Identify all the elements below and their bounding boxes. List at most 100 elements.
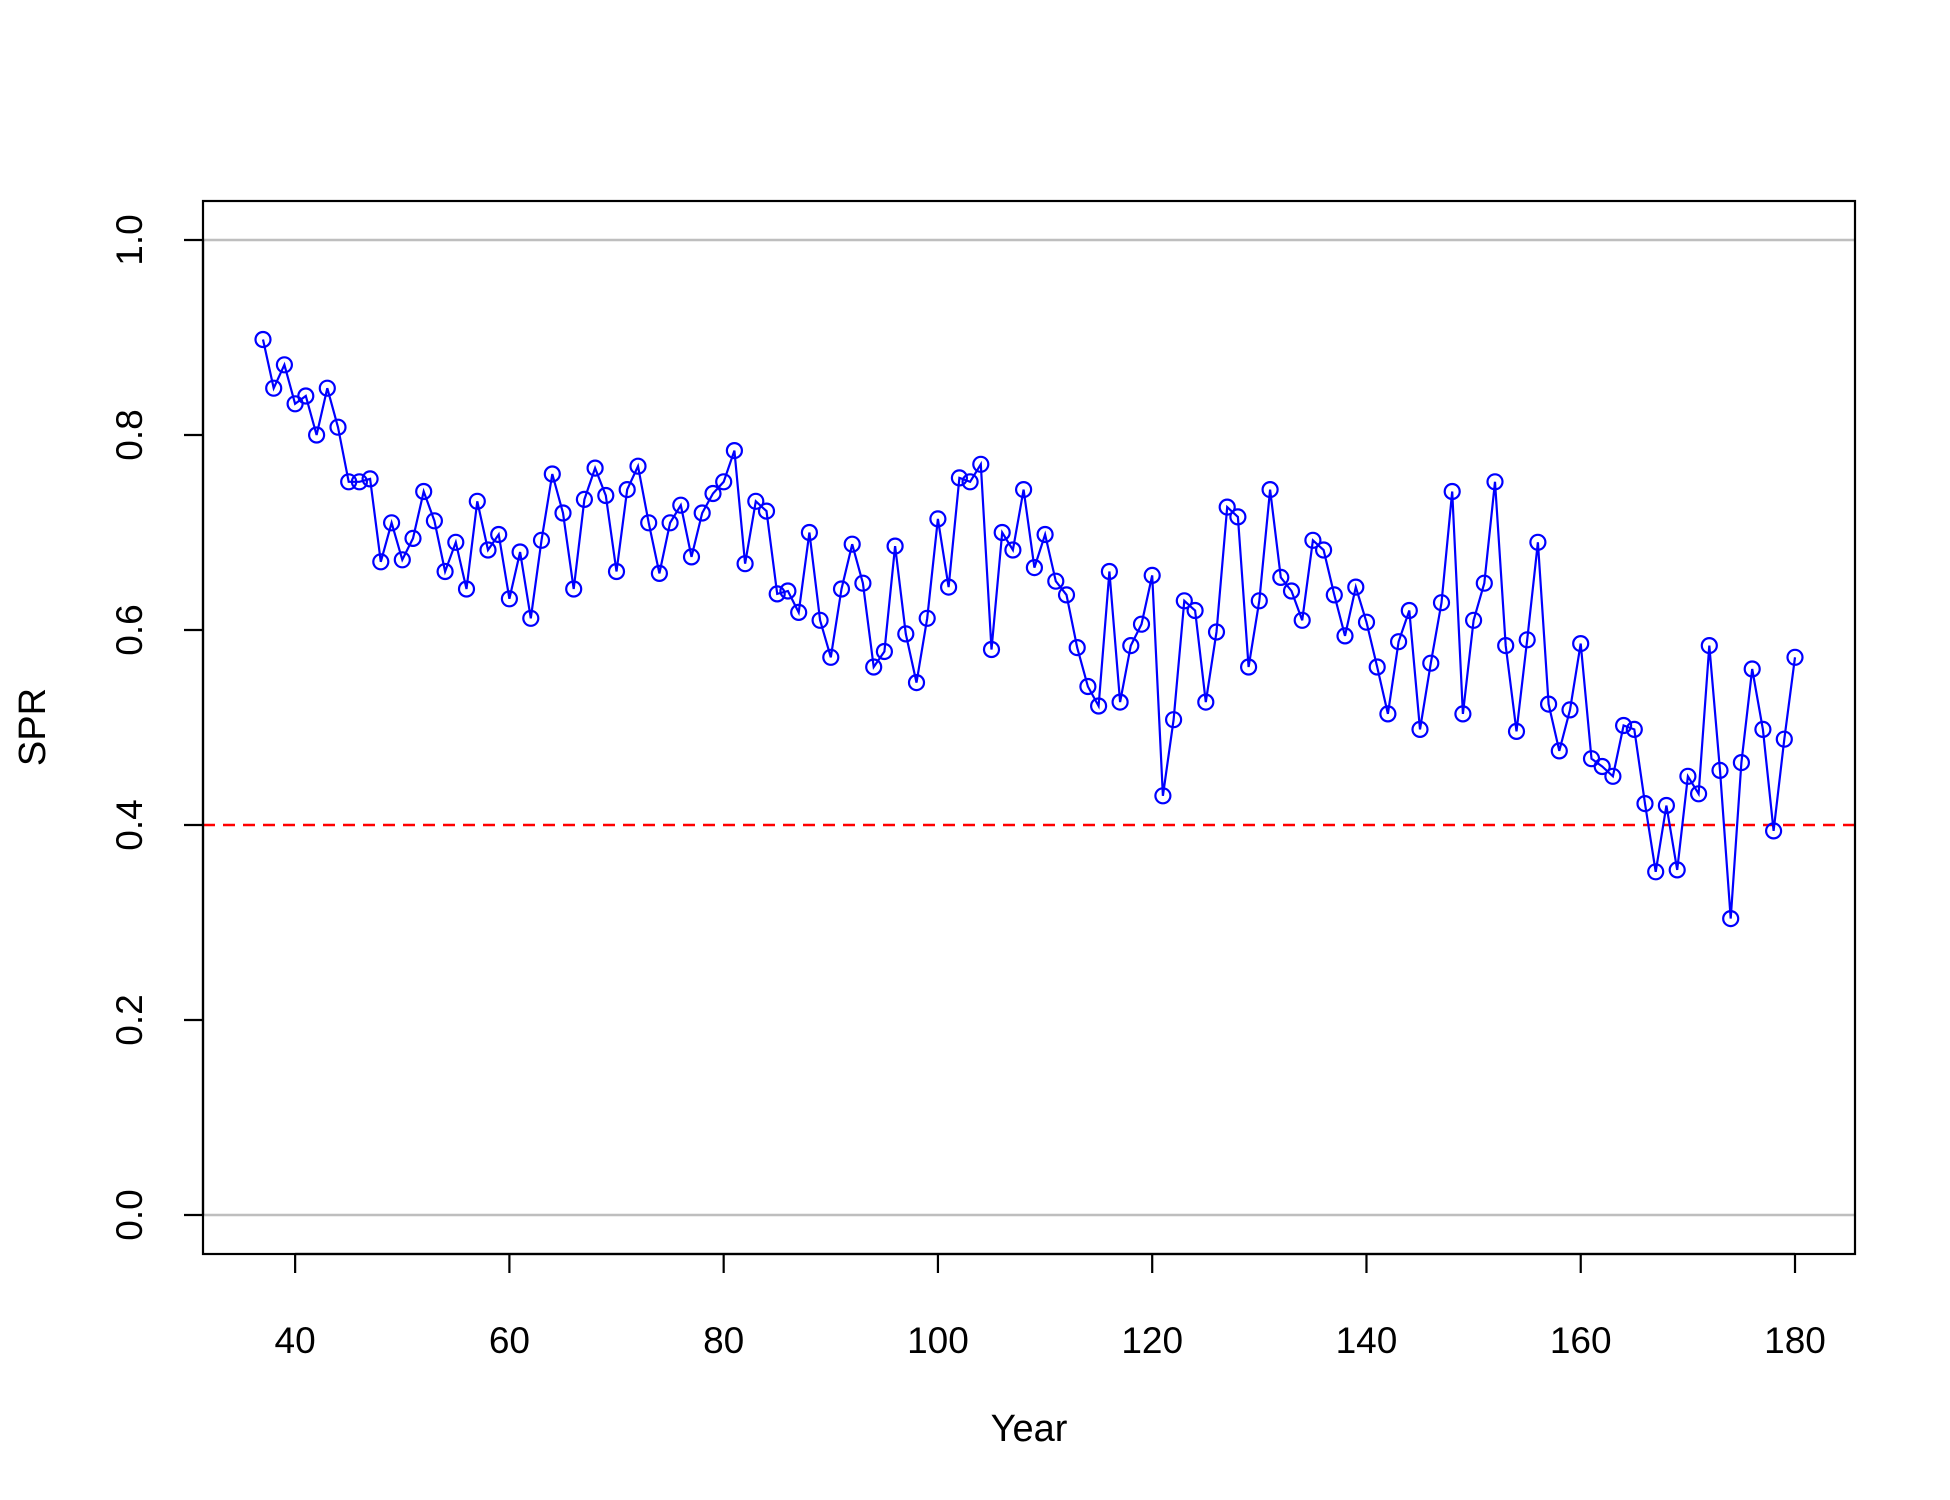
- data-point: [1304, 531, 1322, 549]
- reference-lines: [203, 238, 1855, 1217]
- series-layer: [254, 330, 1804, 928]
- data-point: [340, 473, 358, 491]
- x-tick-label: 120: [1121, 1320, 1183, 1361]
- data-point: [575, 490, 594, 508]
- data-point: [468, 492, 486, 510]
- data-point: [1025, 558, 1044, 577]
- data-point: [897, 625, 915, 643]
- data-point: [1529, 533, 1547, 551]
- data-point: [650, 564, 669, 583]
- data-point: [1743, 660, 1761, 678]
- data-point: [832, 580, 851, 598]
- x-axis: 40 60 80 100 120 140 160 180: [275, 1252, 1826, 1361]
- data-point: [425, 512, 443, 530]
- data-point: [1047, 572, 1065, 590]
- data-point: [800, 523, 819, 542]
- data-point: [500, 590, 518, 608]
- data-point: [1014, 481, 1033, 499]
- data-point: [565, 580, 583, 598]
- data-point: [1689, 785, 1708, 803]
- data-point: [254, 330, 272, 349]
- data-point: [1647, 863, 1665, 881]
- data-point: [1272, 568, 1290, 587]
- data-point: [779, 582, 797, 600]
- data-point: [350, 473, 368, 491]
- data-point: [1668, 861, 1686, 879]
- data-point: [1218, 498, 1236, 516]
- data-point: [629, 457, 647, 475]
- y-tick-label: 0.2: [109, 994, 150, 1045]
- data-point: [1154, 787, 1172, 805]
- data-point: [811, 611, 829, 629]
- data-point: [361, 470, 379, 488]
- data-point: [1175, 592, 1193, 610]
- data-point: [768, 585, 786, 603]
- data-point: [1336, 627, 1354, 645]
- data-point: [607, 562, 626, 581]
- data-point: [1657, 796, 1676, 815]
- data-point: [383, 514, 401, 532]
- data-point: [436, 562, 454, 581]
- data-point: [1614, 716, 1633, 735]
- x-tick-label: 80: [703, 1320, 744, 1361]
- data-point: [1325, 586, 1343, 604]
- data-point: [1550, 742, 1568, 760]
- data-point: [843, 535, 861, 553]
- data-point: [672, 496, 690, 514]
- data-point: [1732, 753, 1751, 772]
- x-tick-label: 100: [907, 1320, 969, 1361]
- data-point: [1164, 711, 1183, 729]
- data-point: [1700, 636, 1718, 655]
- data-point: [1432, 594, 1451, 612]
- data-point: [1497, 636, 1515, 655]
- data-point: [1764, 822, 1783, 840]
- data-point: [1357, 613, 1376, 631]
- data-point: [297, 387, 315, 405]
- data-point: [950, 469, 969, 487]
- data-point: [1293, 611, 1311, 629]
- data-point: [554, 504, 572, 522]
- data-point: [725, 442, 744, 460]
- data-point: [1539, 695, 1558, 713]
- data-point: [1722, 909, 1740, 928]
- data-point: [875, 642, 894, 661]
- data-point: [1111, 693, 1129, 711]
- data-point: [790, 603, 808, 622]
- data-point: [736, 555, 754, 573]
- data-point: [640, 514, 658, 532]
- data-point: [1368, 658, 1386, 676]
- data-point: [1786, 648, 1804, 666]
- y-axis-label: SPR: [12, 688, 54, 766]
- data-point: [972, 455, 990, 473]
- data-point: [854, 574, 872, 592]
- data-point: [404, 529, 422, 548]
- data-point: [1100, 562, 1119, 581]
- data-point: [682, 548, 701, 566]
- data-point: [1229, 508, 1247, 526]
- y-tick-label: 0.0: [109, 1189, 150, 1240]
- data-point: [415, 482, 433, 501]
- data-point: [939, 578, 958, 596]
- data-point: [1122, 636, 1140, 655]
- y-tick-label: 0.8: [109, 409, 150, 460]
- data-point: [1068, 638, 1086, 657]
- data-point: [1464, 611, 1483, 629]
- data-point: [1636, 794, 1654, 813]
- data-point: [1143, 566, 1161, 585]
- x-axis-label: Year: [991, 1408, 1068, 1450]
- data-point: [543, 465, 561, 483]
- data-point: [393, 551, 411, 569]
- data-point: [929, 510, 947, 528]
- data-point: [1711, 761, 1729, 780]
- data-point: [1593, 757, 1611, 776]
- data-point: [372, 553, 390, 571]
- data-point: [918, 609, 936, 627]
- data-point: [1132, 615, 1151, 633]
- data-point: [1057, 586, 1076, 604]
- data-point: [1572, 634, 1590, 653]
- data-point: [1282, 582, 1301, 600]
- data-point: [1036, 525, 1054, 544]
- data-point: [1486, 473, 1504, 491]
- data-point: [1507, 722, 1526, 741]
